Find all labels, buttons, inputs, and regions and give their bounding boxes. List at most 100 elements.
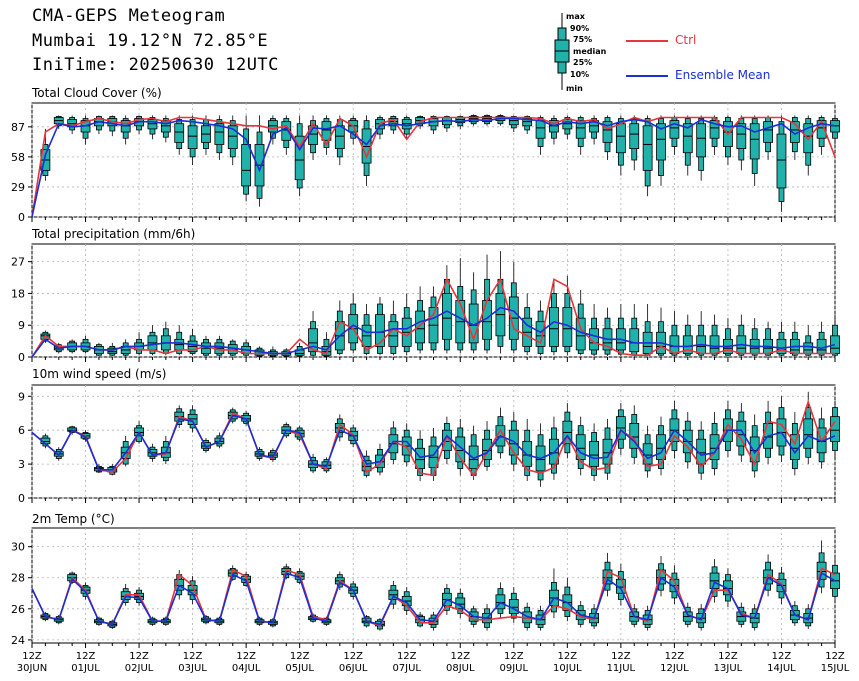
x-day-label: 05JUL [285,663,314,674]
x-day-label: 12JUL [660,663,689,674]
panel-title: Total precipitation (mm/6h) [31,227,195,241]
box-inner [482,116,492,123]
box-inner [602,438,613,465]
y-tick-label: 0 [18,351,25,364]
box-inner [388,321,399,347]
x-hour-label: 12Z [772,651,792,662]
legend-max: max [566,12,585,21]
x-day-label: 11JUL [607,663,636,674]
box-inner [629,328,640,353]
box-inner [696,123,707,158]
panel-title: 10m wind speed (m/s) [32,367,166,381]
box-inner [428,445,439,468]
box-inner [709,434,720,460]
x-day-label: 02JUL [125,663,154,674]
x-day-label: 13JUL [714,663,743,674]
x-hour-label: 12Z [397,651,417,662]
box-inner [736,420,747,447]
box-inner [321,346,332,356]
legend-ctrl-swatch [626,40,668,42]
legend-p90: 90% [570,24,590,33]
x-day-label: 08JUL [446,663,475,674]
box-inner [441,293,452,340]
ctrl-line [31,116,836,218]
box-inner [575,317,586,351]
box-inner [803,418,814,449]
panel-title: 2m Temp (°C) [32,512,115,526]
box-inner [227,125,238,150]
x-day-label: 14JUL [767,663,796,674]
y-tick-label: 29 [11,181,25,194]
box-inner [388,118,399,127]
page-title: CMA-GEPS Meteogram [32,6,226,26]
y-tick-label: 87 [11,121,25,134]
y-tick-label: 26 [11,603,25,616]
ctrl-line [31,277,835,358]
box-inner [549,307,559,347]
box-inner [267,120,278,133]
box-inner [214,123,225,145]
box-inner [776,133,787,189]
y-tick-label: 30 [11,541,25,554]
box-inner [522,118,533,127]
box-inner [535,321,546,347]
box-inner [682,335,693,354]
x-day-label: 06JUL [339,663,368,674]
box-inner [589,328,599,351]
x-hour-label: 12Z [183,651,203,662]
x-day-label: 09JUL [500,663,529,674]
y-tick-label: 9 [18,390,25,403]
legend-ctrl-label: Ctrl [675,33,697,47]
legend-p25: 25% [573,58,593,67]
box-inner [803,342,814,354]
box-inner [709,120,720,139]
x-day-label: 10JUL [553,663,582,674]
legend-box-glyph [554,13,570,90]
x-day-label: 03JUL [178,663,207,674]
x-day-label: 15JUL [821,663,850,674]
legend-median: median [573,47,607,56]
box-inner [401,119,412,130]
x-day-label: 30JUN [17,663,47,674]
x-day-label: 07JUL [392,663,421,674]
y-tick-label: 28 [11,572,25,585]
box-inner [375,314,385,347]
box-inner [308,328,318,353]
box-inner [160,120,171,133]
box-inner [736,123,747,149]
box-inner [749,123,760,160]
box-inner [816,338,827,354]
box-inner [589,120,599,133]
y-tick-label: 6 [18,424,25,437]
x-hour-label: 12Z [22,651,42,662]
x-hour-label: 12Z [343,651,363,662]
x-hour-label: 12Z [129,651,149,662]
box-inner [776,338,787,354]
x-hour-label: 12Z [76,651,96,662]
box-inner [535,120,546,139]
y-tick-label: 58 [11,151,25,164]
y-tick-label: 24 [11,634,25,647]
box-inner [415,310,426,344]
box-inner [602,569,613,585]
box-inner [281,121,292,141]
y-tick-label: 27 [11,256,25,269]
panel-title: Total Cloud Cover (%) [31,86,162,100]
box-inner [656,434,666,460]
ensemble-mean-line [31,414,836,471]
init-time-label: IniTime: 20250630 12UTC [32,55,279,75]
x-hour-label: 12Z [611,651,631,662]
box-inner [656,123,666,161]
x-hour-label: 12Z [290,651,310,662]
y-tick-label: 18 [11,287,25,300]
box-inner [522,441,533,467]
box-inner [629,123,640,149]
ensemble-mean-line [31,571,836,626]
box-inner [682,123,693,154]
box-inner [589,441,599,467]
box-inner [174,123,185,143]
box-inner [696,438,707,465]
x-hour-label: 12Z [558,651,578,662]
y-tick-label: 0 [18,492,25,505]
